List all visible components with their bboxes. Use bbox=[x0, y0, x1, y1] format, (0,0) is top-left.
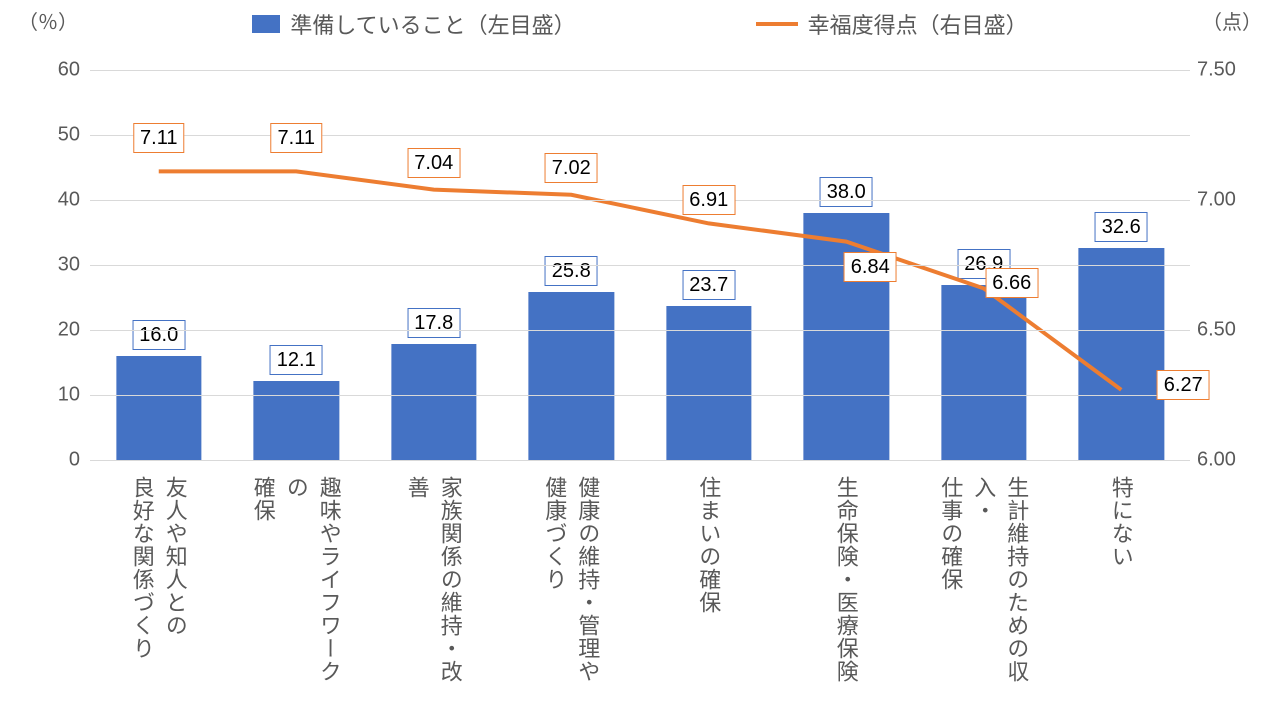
gridline bbox=[90, 200, 1190, 201]
ytick-left: 50 bbox=[35, 124, 80, 147]
x-label: 生計維持のための収入・仕事の確保 bbox=[915, 470, 1053, 700]
ytick-right: 6.50 bbox=[1197, 319, 1252, 342]
line-value-label: 6.84 bbox=[844, 252, 897, 282]
x-label-text: 家族関係の維持・改善 bbox=[401, 476, 467, 700]
x-label: 友人や知人との良好な関係づくり bbox=[90, 470, 228, 700]
line-value-label: 7.11 bbox=[133, 123, 184, 153]
x-label-text: 友人や知人との良好な関係づくり bbox=[126, 476, 192, 660]
ytick-left: 60 bbox=[35, 59, 80, 82]
x-label-text: 住まいの確保 bbox=[692, 476, 725, 614]
legend-line-label: 幸福度得点（右目盛） bbox=[808, 8, 1028, 40]
ytick-right: 6.00 bbox=[1197, 449, 1252, 472]
line-value-label: 6.27 bbox=[1157, 370, 1210, 400]
ytick-left: 30 bbox=[35, 254, 80, 277]
x-label-text: 趣味やライフワークの確保 bbox=[247, 476, 346, 700]
legend-item-line: 幸福度得点（右目盛） bbox=[756, 8, 1028, 40]
line-series bbox=[159, 171, 1122, 389]
line-value-label: 6.91 bbox=[682, 185, 735, 215]
x-axis-labels: 友人や知人との良好な関係づくり趣味やライフワークの確保家族関係の維持・改善 健康の… bbox=[90, 470, 1190, 700]
ytick-right: 7.50 bbox=[1197, 59, 1252, 82]
plot-area: 16.012.117.825.823.738.026.932.6 0102030… bbox=[90, 70, 1190, 460]
x-label-text: 生計維持のための収入・仕事の確保 bbox=[934, 476, 1033, 700]
x-label-text: 生命保険・医療保険 bbox=[830, 476, 863, 683]
line-value-label: 6.66 bbox=[985, 268, 1038, 298]
gridline bbox=[90, 265, 1190, 266]
line-value-label: 7.04 bbox=[407, 148, 460, 178]
x-label: 家族関係の維持・改善 bbox=[365, 470, 503, 700]
gridline bbox=[90, 460, 1190, 461]
gridline bbox=[90, 395, 1190, 396]
legend-item-bars: 準備していること（左目盛） bbox=[252, 8, 575, 40]
legend-bar-swatch bbox=[252, 15, 280, 33]
x-label: 趣味やライフワークの確保 bbox=[228, 470, 366, 700]
x-label-text: 健康の維持・管理や健康づくり bbox=[538, 476, 604, 683]
legend-line-swatch bbox=[756, 22, 798, 26]
line-value-label: 7.11 bbox=[271, 123, 322, 153]
ytick-left: 0 bbox=[35, 449, 80, 472]
x-label: 住まいの確保 bbox=[640, 470, 778, 700]
legend-bar-label: 準備していること（左目盛） bbox=[290, 8, 575, 40]
legend: 準備していること（左目盛） 幸福度得点（右目盛） bbox=[0, 8, 1280, 40]
chart-container: （％） （点） 準備していること（左目盛） 幸福度得点（右目盛） 16.012.… bbox=[0, 0, 1280, 720]
gridline bbox=[90, 135, 1190, 136]
ytick-left: 40 bbox=[35, 189, 80, 212]
gridline bbox=[90, 330, 1190, 331]
gridline bbox=[90, 70, 1190, 71]
ytick-left: 10 bbox=[35, 384, 80, 407]
ytick-left: 20 bbox=[35, 319, 80, 342]
x-label: 生命保険・医療保険 bbox=[778, 470, 916, 700]
line-value-label: 7.02 bbox=[545, 153, 598, 183]
x-label: 特にない bbox=[1053, 470, 1191, 700]
x-label-text: 特にない bbox=[1105, 476, 1138, 568]
ytick-right: 7.00 bbox=[1197, 189, 1252, 212]
x-label: 健康の維持・管理や健康づくり bbox=[503, 470, 641, 700]
